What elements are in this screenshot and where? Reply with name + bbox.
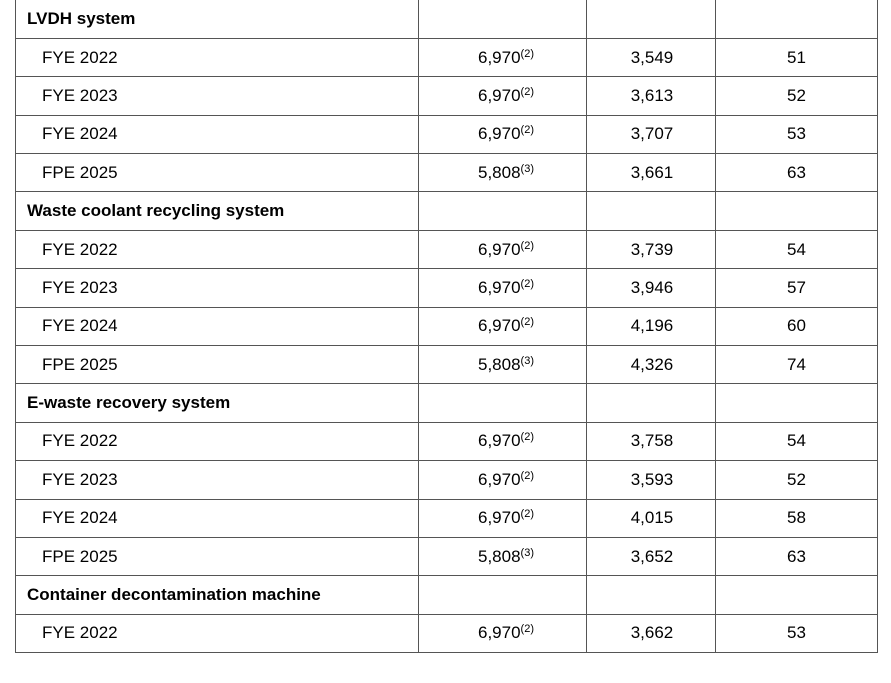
section-row: E-waste recovery system (15, 383, 878, 423)
period-cell: FYE 2024 (15, 498, 419, 538)
footnote-marker: (2) (520, 316, 534, 329)
table-row: FYE 2022 6,970(2) 3,739 54 (15, 229, 878, 270)
footnote-marker: (3) (520, 162, 534, 175)
table-row: FYE 2024 6,970(2) 4,196 60 (15, 306, 878, 347)
utilisation-cell: 54 (715, 229, 878, 270)
max-capacity-cell: 6,970(2) (418, 229, 587, 270)
period-cell: FYE 2022 (15, 613, 419, 654)
actual-output-cell: 4,015 (586, 498, 716, 538)
footnote-marker: (2) (520, 124, 534, 137)
utilisation-cell: 74 (715, 345, 878, 385)
section-title: LVDH system (15, 0, 419, 39)
utilisation-cell: 53 (715, 114, 878, 155)
max-capacity-cell: 6,970(2) (418, 76, 587, 116)
section-title: E-waste recovery system (15, 383, 419, 423)
max-capacity-cell: 6,970(2) (418, 498, 587, 538)
utilisation-cell: 52 (715, 76, 878, 116)
period-cell: FPE 2025 (15, 536, 419, 577)
table-row: FPE 2025 5,808(3) 4,326 74 (15, 345, 878, 385)
table-row: FYE 2023 6,970(2) 3,593 52 (15, 460, 878, 500)
period-cell: FYE 2022 (15, 229, 419, 270)
footnote-marker: (3) (520, 546, 534, 559)
max-capacity-cell: 6,970(2) (418, 460, 587, 500)
max-capacity-cell: 6,970(2) (418, 306, 587, 347)
actual-output-cell: 3,549 (586, 37, 716, 78)
table-row: FYE 2023 6,970(2) 3,946 57 (15, 268, 878, 308)
footnote-marker: (2) (520, 469, 534, 482)
actual-output-cell: 3,593 (586, 460, 716, 500)
max-capacity-cell: 6,970(2) (418, 268, 587, 308)
utilisation-cell: 53 (715, 613, 878, 654)
actual-output-cell: 3,739 (586, 229, 716, 270)
section-row: LVDH system (15, 0, 878, 39)
footnote-marker: (2) (520, 277, 534, 290)
actual-output-cell: 3,707 (586, 114, 716, 155)
period-cell: FYE 2023 (15, 76, 419, 116)
section-title: Container decontamination machine (15, 575, 419, 615)
max-capacity-cell: 6,970(2) (418, 114, 587, 155)
max-capacity-cell: 5,808(3) (418, 345, 587, 385)
section-row: Container decontamination machine (15, 575, 878, 615)
footnote-marker: (2) (520, 85, 534, 98)
table-row: FYE 2022 6,970(2) 3,758 54 (15, 421, 878, 462)
table-row: FPE 2025 5,808(3) 3,652 63 (15, 536, 878, 577)
actual-output-cell: 3,661 (586, 153, 716, 193)
section-title: Waste coolant recycling system (15, 191, 419, 231)
utilisation-cell: 63 (715, 536, 878, 577)
max-capacity-cell: 6,970(2) (418, 613, 587, 654)
period-cell: FYE 2024 (15, 114, 419, 155)
actual-output-cell: 3,758 (586, 421, 716, 462)
max-capacity-cell: 6,970(2) (418, 37, 587, 78)
section-row: Waste coolant recycling system (15, 191, 878, 231)
actual-output-cell: 3,662 (586, 613, 716, 654)
table-row: FPE 2025 5,808(3) 3,661 63 (15, 153, 878, 193)
utilisation-cell: 54 (715, 421, 878, 462)
capacity-table: LVDH system FYE 2022 6,970(2) 3,549 51 F… (15, 0, 878, 654)
utilisation-cell: 57 (715, 268, 878, 308)
utilisation-cell: 58 (715, 498, 878, 538)
table-row: FYE 2024 6,970(2) 3,707 53 (15, 114, 878, 155)
max-capacity-cell: 5,808(3) (418, 536, 587, 577)
period-cell: FPE 2025 (15, 345, 419, 385)
utilisation-cell: 60 (715, 306, 878, 347)
table-row: FYE 2022 6,970(2) 3,549 51 (15, 37, 878, 78)
max-capacity-cell: 6,970(2) (418, 421, 587, 462)
footnote-marker: (2) (520, 508, 534, 521)
period-cell: FYE 2022 (15, 421, 419, 462)
footnote-marker: (2) (520, 239, 534, 252)
period-cell: FYE 2022 (15, 37, 419, 78)
table-row: FYE 2024 6,970(2) 4,015 58 (15, 498, 878, 538)
period-cell: FYE 2023 (15, 460, 419, 500)
period-cell: FPE 2025 (15, 153, 419, 193)
actual-output-cell: 4,326 (586, 345, 716, 385)
max-capacity-cell: 5,808(3) (418, 153, 587, 193)
footnote-marker: (3) (520, 354, 534, 367)
footnote-marker: (2) (520, 431, 534, 444)
utilisation-cell: 51 (715, 37, 878, 78)
footnote-marker: (2) (520, 623, 534, 636)
period-cell: FYE 2023 (15, 268, 419, 308)
table-body: LVDH system FYE 2022 6,970(2) 3,549 51 F… (15, 0, 878, 654)
actual-output-cell: 4,196 (586, 306, 716, 347)
actual-output-cell: 3,652 (586, 536, 716, 577)
actual-output-cell: 3,613 (586, 76, 716, 116)
actual-output-cell: 3,946 (586, 268, 716, 308)
footnote-marker: (2) (520, 47, 534, 60)
utilisation-cell: 63 (715, 153, 878, 193)
table-row: FYE 2022 6,970(2) 3,662 53 (15, 613, 878, 654)
period-cell: FYE 2024 (15, 306, 419, 347)
utilisation-cell: 52 (715, 460, 878, 500)
table-row: FYE 2023 6,970(2) 3,613 52 (15, 76, 878, 116)
